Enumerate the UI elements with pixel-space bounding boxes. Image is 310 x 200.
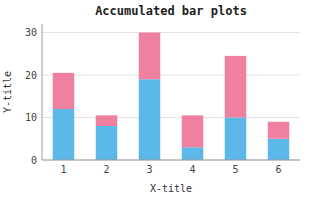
bar-segment — [225, 118, 247, 161]
y-tick-label: 0 — [31, 155, 37, 166]
x-axis-label: X-title — [150, 183, 192, 194]
bar-segment — [268, 122, 290, 139]
bar-segment — [53, 109, 75, 160]
bars — [53, 33, 290, 161]
bar-segment — [53, 73, 75, 109]
chart-title: Accumulated bar plots — [95, 4, 247, 18]
x-axis-line — [42, 160, 300, 161]
chart-svg: 0 10 20 30 1 2 3 4 5 6 Accumulated bar plots X-titl… — [0, 0, 310, 200]
y-tick-label: 30 — [25, 27, 37, 38]
x-tick-label: 6 — [275, 164, 281, 175]
bar-segment — [96, 126, 118, 160]
bar-segment — [182, 147, 204, 160]
x-tick-label: 1 — [60, 164, 66, 175]
bar-segment — [96, 115, 118, 126]
x-tick-label: 5 — [232, 164, 238, 175]
y-tick-label: 10 — [25, 112, 37, 123]
chart-container: 0 10 20 30 1 2 3 4 5 6 Accumulated bar plots X-titl… — [0, 0, 310, 200]
bar-segment — [139, 79, 161, 160]
bar-segment — [139, 33, 161, 80]
y-axis-label: Y-title — [2, 71, 13, 113]
grid-line — [42, 160, 300, 161]
bar-segment — [225, 56, 247, 118]
bar-segment — [268, 139, 290, 160]
x-tick-label: 2 — [103, 164, 109, 175]
grid-line — [42, 32, 300, 33]
x-tick-label: 4 — [189, 164, 195, 175]
y-axis-line — [42, 24, 43, 160]
grid-line — [42, 75, 300, 76]
bar-segment — [182, 115, 204, 147]
y-tick-label: 20 — [25, 70, 37, 81]
grid-line — [42, 117, 300, 118]
x-tick-label: 3 — [146, 164, 152, 175]
